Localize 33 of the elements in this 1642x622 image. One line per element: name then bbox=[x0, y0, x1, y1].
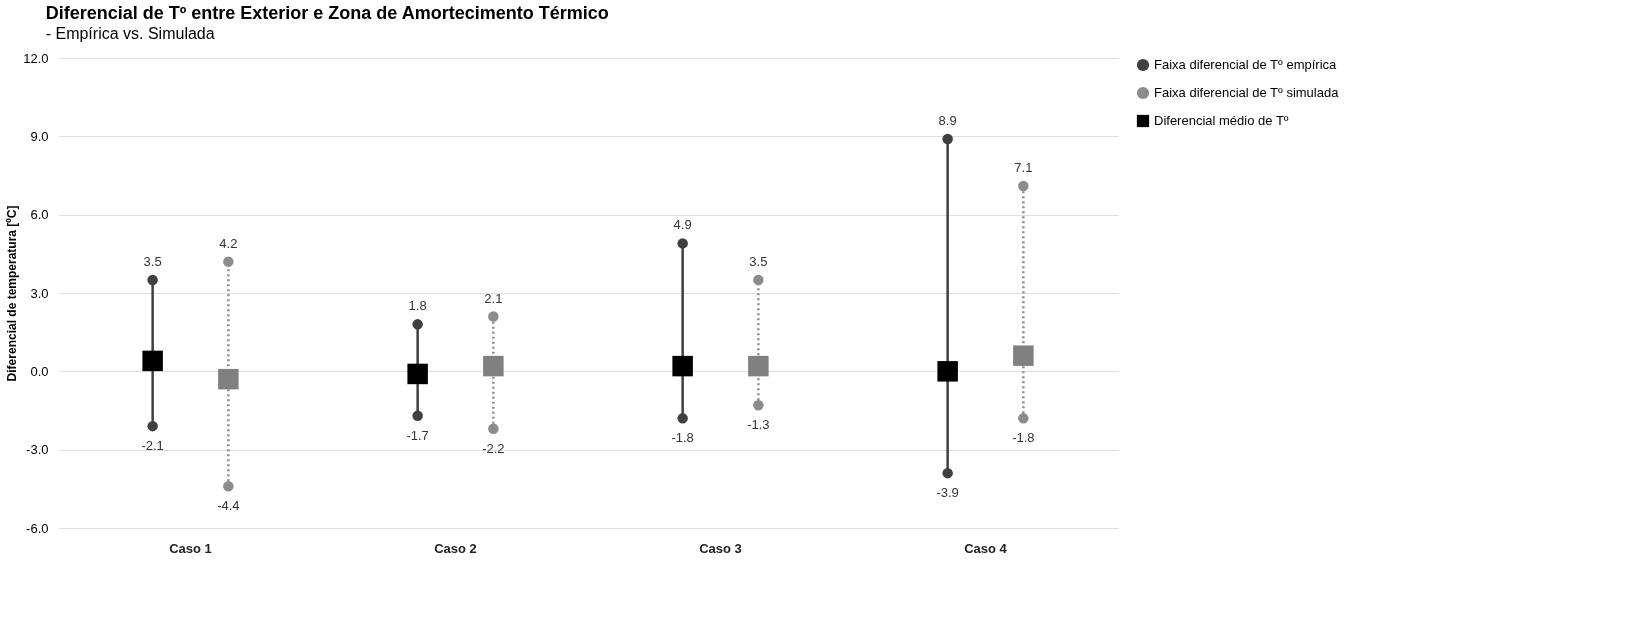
y-tick-label: 0.0 bbox=[30, 363, 49, 379]
data-label: -1.7 bbox=[406, 427, 429, 443]
data-label: 3.5 bbox=[749, 253, 768, 269]
chart-subtitle: - Empírica vs. Simulada bbox=[45, 25, 215, 42]
x-tick-label: Caso 4 bbox=[964, 540, 1008, 556]
data-label: 3.5 bbox=[143, 253, 162, 269]
y-tick-label: -6.0 bbox=[26, 520, 49, 536]
legend-label: Faixa diferencial de Tº empírica bbox=[1154, 57, 1338, 72]
y-tick-label: 9.0 bbox=[30, 128, 49, 144]
y-axis-title: Diferencial de temperatura [ºC] bbox=[5, 205, 20, 382]
data-label: 2.1 bbox=[484, 290, 503, 306]
y-tick-label: 12.0 bbox=[23, 50, 49, 66]
data-label: -1.8 bbox=[1012, 430, 1035, 446]
x-tick-label: Caso 2 bbox=[434, 540, 477, 556]
data-label: -1.8 bbox=[671, 430, 694, 446]
y-tick-label: 3.0 bbox=[30, 285, 49, 301]
data-label: -3.9 bbox=[936, 485, 959, 501]
data-label: 1.8 bbox=[408, 298, 427, 314]
chart-title: Diferencial de Tº entre Exterior e Zona de Amortecimento Térmico bbox=[45, 3, 609, 23]
x-tick-label: Caso 3 bbox=[699, 540, 742, 556]
data-label: 8.9 bbox=[938, 112, 957, 128]
data-label: 7.1 bbox=[1014, 159, 1033, 175]
data-label: -2.2 bbox=[482, 440, 505, 456]
x-tick-label: Caso 1 bbox=[169, 540, 212, 556]
legend-label: Diferencial médio de Tº bbox=[1154, 113, 1289, 128]
data-label: 4.2 bbox=[219, 235, 238, 251]
y-tick-label: 6.0 bbox=[30, 207, 49, 223]
data-label: -4.4 bbox=[217, 498, 240, 514]
data-label: -1.3 bbox=[747, 417, 770, 433]
legend-label: Faixa diferencial de Tº simulada bbox=[1154, 85, 1340, 100]
y-tick-label: -3.0 bbox=[26, 442, 49, 458]
data-label: 4.9 bbox=[673, 217, 692, 233]
data-label: -2.1 bbox=[141, 438, 164, 454]
